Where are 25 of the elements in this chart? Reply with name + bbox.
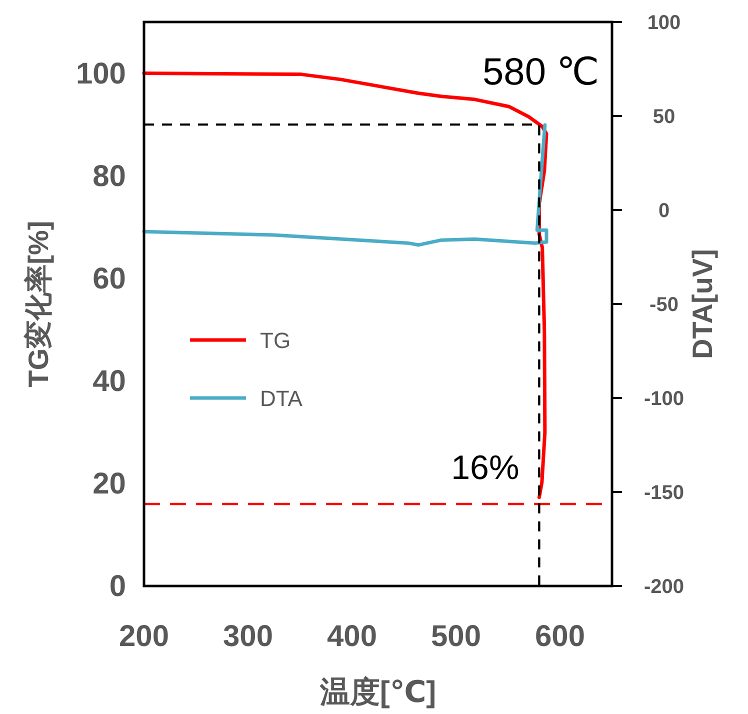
annotation: 580 ℃ (482, 52, 600, 94)
y-tick-label: 100 (76, 57, 126, 90)
y2-tick-label: -100 (644, 388, 684, 410)
legend-label: TG (260, 328, 291, 353)
x-tick-label: 400 (326, 620, 378, 653)
annotation: 16% (451, 448, 520, 487)
y-tick-label: 0 (109, 570, 126, 603)
x-tick-label: 300 (222, 620, 274, 653)
y2-tick-label: -150 (644, 482, 684, 504)
x-tick-label: 200 (118, 620, 170, 653)
y2-axis-title: DTA[uV] (687, 249, 718, 359)
y-tick-label: 40 (92, 364, 126, 398)
y2-tick-label: 100 (647, 12, 681, 34)
legend-label: DTA (260, 386, 303, 411)
x-tick-label: 500 (430, 620, 482, 653)
y2-tick-label: -50 (650, 294, 678, 316)
y-axis-title: TG変化率[%] (23, 220, 54, 388)
x-tick-label: 600 (534, 620, 586, 653)
y2-tick-label: 50 (652, 106, 676, 128)
y-tick-label: 60 (92, 262, 126, 296)
y2-tick-label: -200 (644, 576, 684, 598)
x-axis-title: 温度[℃] (318, 675, 436, 709)
y2-tick-label: 0 (658, 200, 670, 222)
y-tick-label: 20 (92, 467, 126, 500)
y-tick-label: 80 (92, 160, 126, 193)
